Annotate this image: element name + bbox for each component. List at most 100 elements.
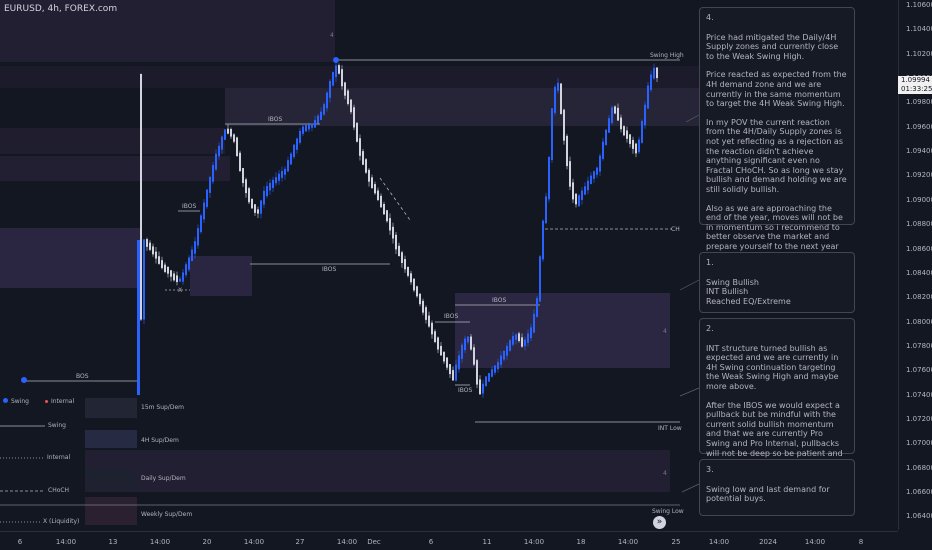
- time-tick: 27: [295, 538, 305, 546]
- candle-body: [563, 109, 565, 141]
- time-tick: 14:00: [149, 538, 171, 546]
- candle-body: [650, 74, 652, 91]
- candle-body: [521, 337, 523, 347]
- legend-zone-daily: Daily Sup/Dem: [141, 475, 186, 482]
- candle-body: [173, 273, 175, 281]
- time-tick: Dec: [367, 538, 381, 546]
- candle-body: [410, 273, 412, 283]
- candle-body: [530, 327, 532, 339]
- candle-body: [335, 65, 337, 78]
- candle-body: [527, 333, 529, 343]
- legend-lines: [0, 425, 45, 523]
- candle-body: [140, 74, 142, 320]
- candle-body: [443, 351, 445, 362]
- candle-body: [143, 239, 145, 320]
- candle-body: [617, 107, 619, 121]
- candle-body: [278, 173, 280, 181]
- candle-body: [407, 266, 409, 276]
- candle-body: [605, 129, 607, 145]
- candle-body: [491, 369, 493, 377]
- price-tick: 1.09600: [906, 122, 932, 131]
- candle-body: [509, 340, 511, 351]
- candle-body: [368, 169, 370, 182]
- note-2[interactable]: 2. INT structure turned bullish as expec…: [699, 318, 855, 477]
- swing-high-label: Swing High: [650, 52, 684, 59]
- candle-body: [269, 183, 271, 191]
- ibos-label-1: IBOS: [268, 116, 283, 123]
- candle-body: [203, 202, 205, 220]
- note-2-paragraph-1: INT structure turned bullish as expected…: [706, 343, 839, 391]
- price-tick: 1.10600: [906, 1, 932, 9]
- time-tick: 14:00: [523, 538, 545, 546]
- note-4-paragraph-1: Price had mitigated the Daily/4H Supply …: [706, 32, 839, 61]
- candle-body: [524, 339, 526, 347]
- candle-body: [488, 373, 490, 382]
- swing-marker-top: [333, 57, 339, 63]
- zone-demand-mid: [190, 256, 252, 296]
- candle-body: [464, 338, 466, 351]
- note-1-number: 1.: [706, 258, 714, 267]
- candle-body: [362, 151, 364, 165]
- price-tick: 1.09400: [906, 147, 932, 156]
- bos-label: BOS: [76, 373, 89, 380]
- symbol-title[interactable]: EURUSD, 4h, FOREX.com: [4, 4, 118, 14]
- candle-body: [431, 322, 433, 335]
- note-3-paragraph-1: Swing low and last demand for potential …: [706, 484, 830, 504]
- candle-body: [329, 80, 331, 98]
- price-tick: 1.08400: [906, 268, 932, 277]
- time-tick: 14:00: [243, 538, 265, 546]
- candle-body: [332, 72, 334, 86]
- time-tick: 14:00: [55, 538, 77, 546]
- connector-note-3: [681, 483, 700, 493]
- candle-body: [647, 85, 649, 109]
- candle-body: [614, 106, 616, 114]
- zone-demand-low: [85, 450, 670, 492]
- candle-body: [401, 252, 403, 263]
- candle-body: [263, 190, 265, 205]
- candle-body: [425, 307, 427, 320]
- time-tick: 8: [858, 538, 864, 546]
- candle-body: [224, 129, 226, 140]
- zone-4h-supply: [225, 88, 700, 126]
- time-tick: 6: [17, 538, 23, 546]
- note-3[interactable]: 3. Swing low and last demand for potenti…: [699, 459, 855, 516]
- connector-note-4: [685, 114, 700, 123]
- candle-body: [215, 153, 217, 170]
- candle-body: [620, 117, 622, 130]
- int-low-label: INT Low: [658, 425, 682, 432]
- price-chart[interactable]: [0, 0, 898, 531]
- ibos-label-2: IBOS: [322, 266, 337, 273]
- candle-body: [590, 175, 592, 184]
- current-price-tag: 1.09994 01:33:25: [898, 76, 932, 94]
- time-axis[interactable]: [0, 531, 898, 550]
- scroll-to-realtime-icon[interactable]: »: [653, 516, 666, 529]
- connector-note-1: [679, 279, 700, 291]
- note-1[interactable]: 1. Swing Bullish INT Bullish Reached EQ/…: [699, 252, 855, 313]
- candle-body: [338, 65, 340, 74]
- candle-body: [323, 104, 325, 115]
- legend-zone-weekly: Weekly Sup/Dem: [141, 511, 193, 518]
- note-4[interactable]: 4. Price had mitigated the Daily/4H Supp…: [699, 7, 855, 260]
- candle-body: [479, 379, 481, 395]
- candle-body: [392, 226, 394, 239]
- zone-daily-supply: [0, 66, 700, 88]
- candle-body: [149, 242, 151, 250]
- candle-countdown: 01:33:25: [901, 85, 932, 93]
- candle-body: [551, 108, 553, 161]
- price-tick: 1.10400: [906, 25, 932, 34]
- price-tick: 1.10200: [906, 49, 932, 58]
- candle-body: [395, 234, 397, 250]
- candle-body: [623, 126, 625, 136]
- candle-body: [344, 82, 346, 96]
- connector-note-2: [679, 387, 700, 397]
- candle-body: [557, 82, 559, 91]
- zone-demand-right: [455, 293, 670, 368]
- swing-low-label: Swing Low: [652, 508, 684, 515]
- candle-body: [446, 357, 448, 368]
- zone-4h-legend: [85, 430, 137, 448]
- price-tick: 1.07000: [906, 439, 932, 448]
- note-4-number: 4.: [706, 13, 714, 22]
- candle-body: [197, 228, 199, 246]
- choch-diagonal: [379, 177, 411, 221]
